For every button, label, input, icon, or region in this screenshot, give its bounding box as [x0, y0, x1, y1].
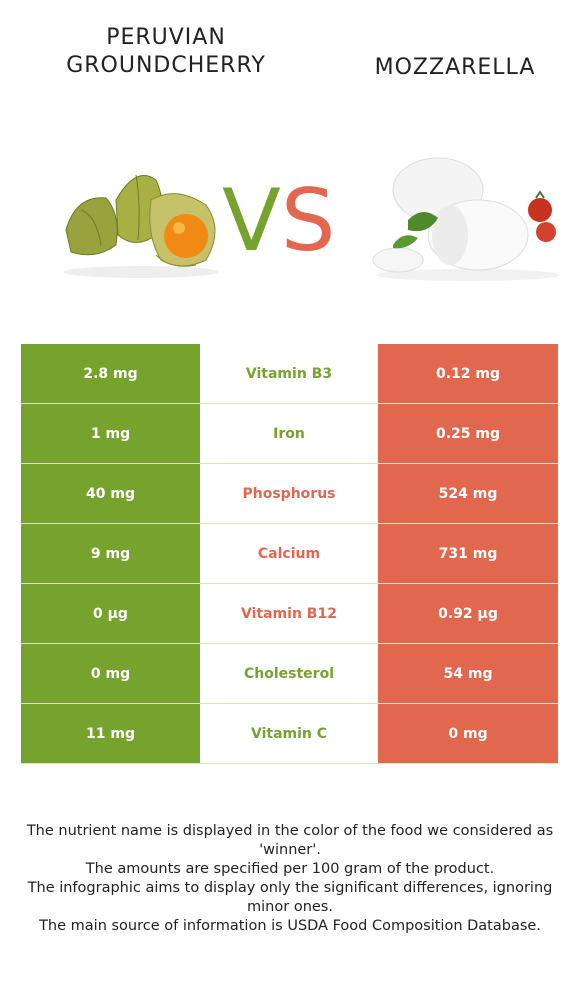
right-value: 0.12 mg — [378, 344, 558, 403]
vs-v: V — [222, 171, 281, 271]
table-row: 9 mg Calcium 731 mg — [21, 524, 558, 584]
nutrient-name: Cholesterol — [200, 644, 378, 703]
right-value: 0.92 µg — [378, 584, 558, 643]
left-food-title: PERUVIAN GROUNDCHERRY — [46, 24, 286, 80]
left-value: 0 mg — [21, 644, 200, 703]
right-value: 731 mg — [378, 524, 558, 583]
left-value: 1 mg — [21, 404, 200, 463]
table-row: 2.8 mg Vitamin B3 0.12 mg — [21, 344, 558, 404]
right-value: 0.25 mg — [378, 404, 558, 463]
table-row: 0 µg Vitamin B12 0.92 µg — [21, 584, 558, 644]
left-value: 9 mg — [21, 524, 200, 583]
footer-line-1: The nutrient name is displayed in the co… — [26, 823, 554, 858]
comparison-table: 2.8 mg Vitamin B3 0.12 mg 1 mg Iron 0.25 mg 40… — [21, 344, 558, 764]
table-row: 1 mg Iron 0.25 mg — [21, 404, 558, 464]
right-value: 524 mg — [378, 464, 558, 523]
footer-line-3: The infographic aims to display only the… — [27, 880, 553, 915]
left-value: 11 mg — [21, 704, 200, 763]
left-value: 0 µg — [21, 584, 200, 643]
mozzarella-image — [372, 157, 560, 281]
vs-s: S — [280, 171, 336, 271]
left-food-title-line2: GROUNDCHERRY — [66, 53, 266, 78]
left-value: 40 mg — [21, 464, 200, 523]
nutrient-name: Vitamin C — [200, 704, 378, 763]
nutrient-name: Vitamin B3 — [200, 344, 378, 403]
table-row: 40 mg Phosphorus 524 mg — [21, 464, 558, 524]
left-food-title-line1: PERUVIAN — [106, 25, 226, 50]
right-value: 54 mg — [378, 644, 558, 703]
nutrient-name: Iron — [200, 404, 378, 463]
vs-label: VS — [222, 176, 335, 266]
right-food-title: MOZZARELLA — [374, 55, 536, 80]
footer-line-4: The main source of information is USDA F… — [39, 918, 541, 934]
groundcherry-image — [63, 174, 219, 278]
right-value: 0 mg — [378, 704, 558, 763]
nutrient-name: Phosphorus — [200, 464, 378, 523]
nutrient-name: Calcium — [200, 524, 378, 583]
footer-notes: The nutrient name is displayed in the co… — [20, 822, 560, 936]
nutrient-name: Vitamin B12 — [200, 584, 378, 643]
table-row: 0 mg Cholesterol 54 mg — [21, 644, 558, 704]
left-value: 2.8 mg — [21, 344, 200, 403]
footer-line-2: The amounts are specified per 100 gram o… — [85, 861, 495, 877]
